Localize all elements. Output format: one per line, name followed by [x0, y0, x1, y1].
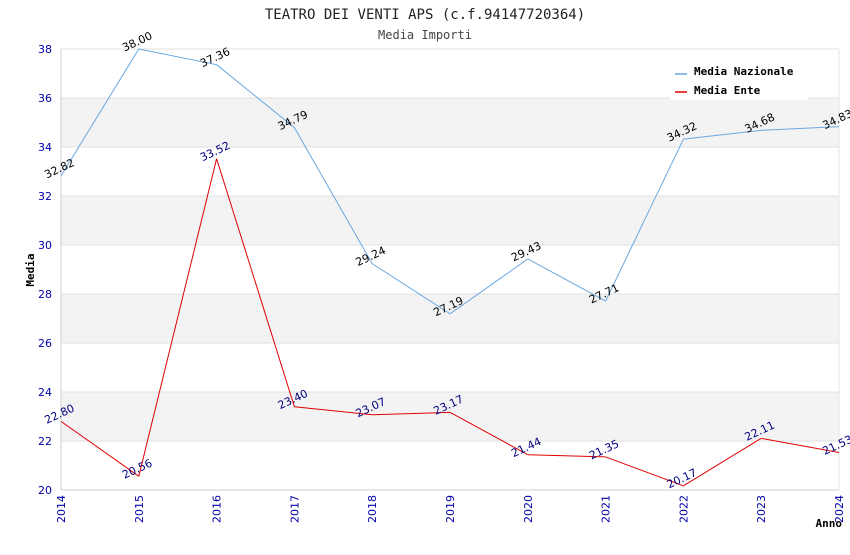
x-tick-label: 2024 — [833, 495, 846, 523]
series-segment-media-ente — [683, 437, 762, 487]
series-segment-media-nazionale — [605, 138, 684, 302]
series-segment-media-nazionale — [761, 126, 840, 131]
x-tick-labels: 2014 2015 2016 2017 2018 2019 2020 2021 2022 2023… — [55, 495, 846, 523]
series-segment-media-nazionale — [216, 64, 295, 129]
chart-subtitle: Media Importi — [378, 28, 472, 42]
y-tick-label: 30 — [38, 239, 52, 252]
series-segment-media-ente — [294, 406, 373, 416]
x-tick-label: 2020 — [522, 495, 535, 523]
y-tick-label: 20 — [38, 484, 52, 497]
x-tick-label: 2016 — [211, 495, 224, 523]
y-tick-label: 28 — [38, 288, 52, 301]
grid-band — [61, 98, 839, 147]
y-axis-title: Media — [24, 253, 37, 286]
axes — [60, 49, 840, 491]
chart-title: TEATRO DEI VENTI APS (c.f.94147720364) — [265, 7, 585, 23]
series-segment-media-ente — [449, 411, 529, 456]
legend-label-media-ente: Media Ente — [694, 84, 761, 97]
y-tick-label: 34 — [38, 141, 52, 154]
y-tick-label: 26 — [38, 337, 52, 350]
grid-band — [61, 392, 839, 441]
series-segment-media-nazionale — [293, 127, 373, 264]
series-segment-media-ente — [60, 420, 140, 477]
y-tick-label: 24 — [38, 386, 52, 399]
series-segment-media-ente — [372, 411, 451, 416]
series-segment-media-ente — [761, 437, 840, 454]
x-tick-label: 2015 — [133, 495, 146, 523]
x-tick-label: 2019 — [444, 495, 457, 523]
y-tick-label: 32 — [38, 190, 52, 203]
grid-lines — [61, 48, 839, 491]
series-segment-media-nazionale — [449, 258, 529, 315]
series-segment-media-nazionale — [371, 263, 451, 315]
series-segment-media-ente — [138, 158, 218, 477]
y-tick-label: 22 — [38, 435, 52, 448]
x-tick-label: 2021 — [600, 495, 613, 523]
series-segment-media-nazionale — [683, 129, 762, 140]
x-tick-label: 2014 — [55, 495, 68, 523]
grid-band — [61, 196, 839, 245]
y-tick-labels: 20 22 24 26 28 30 32 34 36 38 — [38, 43, 52, 497]
series-segment-media-nazionale — [138, 48, 217, 66]
series-segment-media-ente — [216, 158, 295, 407]
series-segment-media-ente — [527, 454, 606, 458]
y-tick-label: 38 — [38, 43, 52, 56]
x-tick-label: 2017 — [288, 495, 301, 523]
series-lines — [60, 48, 840, 487]
y-tick-label: 36 — [38, 92, 52, 105]
x-tick-label: 2023 — [755, 495, 768, 523]
legend: Media Nazionale Media Ente — [670, 60, 808, 100]
series-segment-media-nazionale — [527, 258, 606, 302]
series-segment-media-nazionale — [60, 48, 140, 177]
legend-label-media-nazionale: Media Nazionale — [694, 65, 794, 78]
x-tick-label: 2018 — [366, 495, 379, 523]
grid-bands — [61, 49, 839, 490]
legend-box — [670, 60, 808, 100]
x-axis-title: Anno — [816, 517, 843, 530]
series-segment-media-ente — [605, 456, 684, 487]
grid-band — [61, 294, 839, 343]
x-tick-label: 2022 — [677, 495, 690, 523]
